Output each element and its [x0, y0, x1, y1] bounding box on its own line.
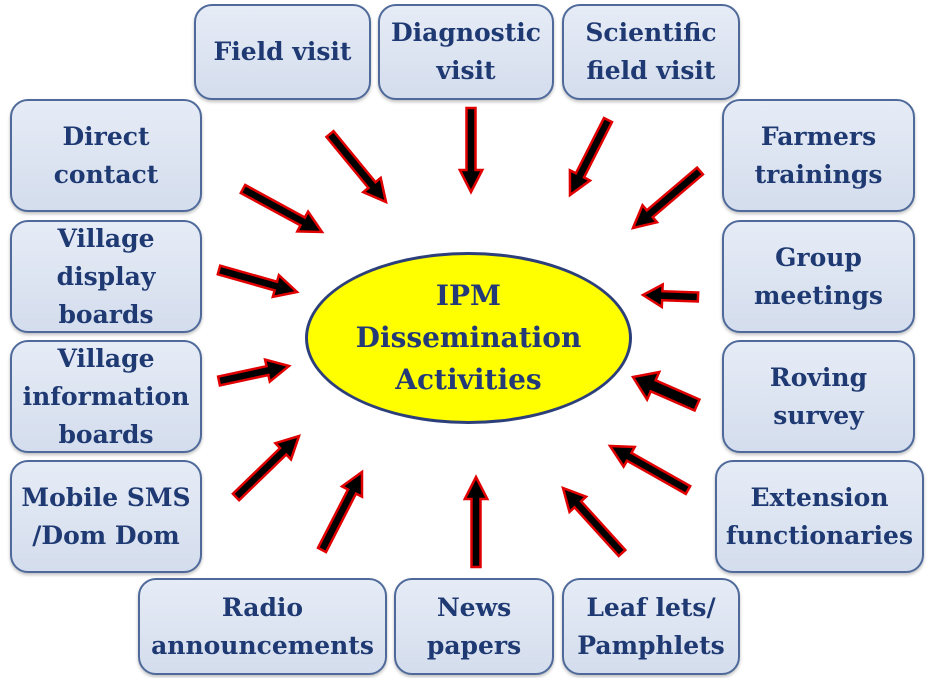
arrow-scientific-field-visit	[568, 116, 614, 198]
arrow-extension-functionaries	[607, 444, 692, 496]
ipm-center-ellipse: IPM Dissemination Activities	[305, 252, 632, 424]
arrow-farmers-trainings	[630, 165, 705, 230]
arrow-village-information-boards	[216, 357, 292, 387]
scientific-field-visit-label: Scientific field visit	[585, 18, 717, 85]
mobile-sms-label: Mobile SMS /Dom Dom	[21, 482, 191, 550]
news-papers-label: News papers	[426, 592, 522, 660]
leaflets-pamphlets-box: Leaf lets/ Pamphlets	[562, 578, 740, 675]
group-meetings-box: Group meetings	[722, 220, 915, 333]
extension-functionaries-box: Extension functionaries	[715, 460, 924, 573]
radio-announcements-label: Radio announcements	[151, 592, 374, 660]
mobile-sms-box: Mobile SMS /Dom Dom	[10, 460, 202, 573]
group-meetings-label: Group meetings	[753, 242, 884, 310]
arrow-news-papers	[462, 474, 490, 569]
village-information-boards-box: Village information boards	[10, 340, 202, 453]
arrow-radio-announcements	[316, 469, 364, 554]
farmers-trainings-label: Farmers trainings	[754, 121, 883, 189]
diagnostic-visit-label: Diagnostic visit	[390, 18, 542, 85]
roving-survey-label: Roving survey	[769, 362, 868, 430]
roving-survey-box: Roving survey	[722, 340, 915, 453]
direct-contact-box: Direct contact	[10, 99, 202, 212]
leaflets-pamphlets-label: Leaf lets/ Pamphlets	[577, 592, 725, 660]
news-papers-box: News papers	[394, 578, 554, 675]
arrow-mobile-sms	[231, 434, 301, 502]
arrow-field-visit	[324, 129, 388, 205]
radio-announcements-box: Radio announcements	[138, 578, 387, 675]
arrow-diagnostic-visit	[457, 106, 485, 195]
extension-functionaries-label: Extension functionaries	[725, 482, 914, 550]
arrow-roving-survey	[630, 370, 702, 413]
ipm-center-label: IPM Dissemination Activities	[355, 279, 582, 396]
arrow-village-display-boards	[216, 264, 300, 299]
village-display-boards-label: Village display boards	[56, 223, 156, 329]
field-visit-box: Field visit	[194, 4, 371, 100]
arrow-direct-contact	[239, 183, 325, 234]
arrow-leaflets-pamphlets	[561, 485, 628, 558]
diagnostic-visit-box: Diagnostic visit	[378, 4, 554, 100]
field-visit-label: Field visit	[213, 37, 352, 66]
village-information-boards-label: Village information boards	[22, 343, 190, 449]
scientific-field-visit-box: Scientific field visit	[562, 4, 740, 100]
direct-contact-label: Direct contact	[53, 121, 159, 189]
village-display-boards-box: Village display boards	[10, 220, 202, 333]
farmers-trainings-box: Farmers trainings	[722, 99, 915, 212]
arrow-group-meetings	[640, 282, 700, 310]
